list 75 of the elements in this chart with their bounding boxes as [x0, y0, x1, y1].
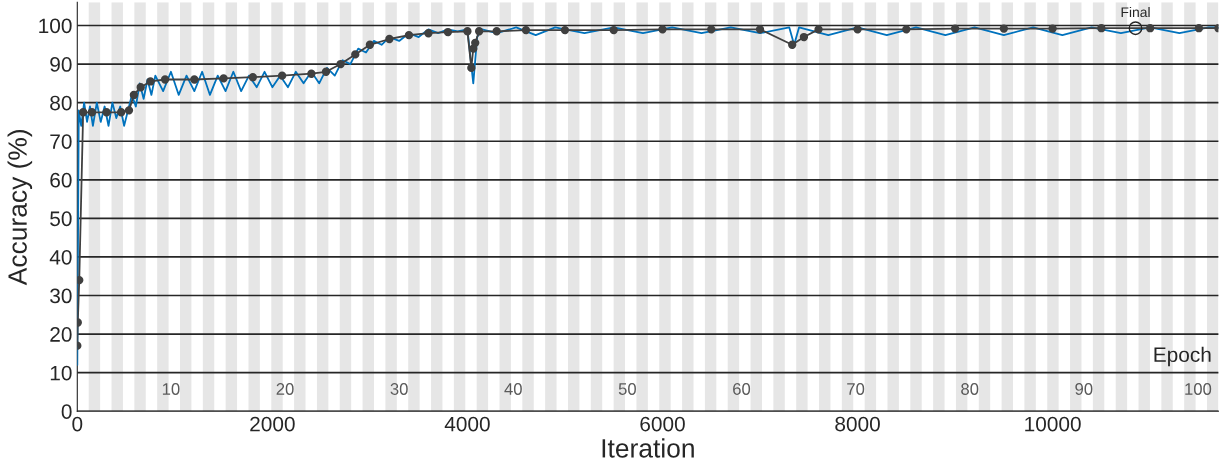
point	[1194, 24, 1204, 33]
x-tick-label: 2000	[250, 416, 295, 432]
y-tick-label: 60	[50, 172, 72, 188]
point	[788, 40, 797, 49]
point	[443, 27, 453, 37]
annotation: 90	[1075, 383, 1093, 395]
y-tick-label: 0	[61, 404, 72, 419]
point	[160, 75, 170, 84]
annotation: 50	[618, 383, 636, 395]
point	[707, 25, 716, 34]
point	[87, 108, 97, 117]
point	[521, 25, 531, 35]
point	[146, 77, 155, 86]
point	[902, 25, 911, 34]
point	[467, 63, 476, 73]
point	[248, 73, 258, 82]
point	[117, 108, 126, 117]
point	[609, 25, 618, 35]
y-tick-label: 90	[50, 57, 72, 72]
y-tick-label: 40	[49, 249, 72, 265]
annotation: 20	[276, 383, 294, 395]
point	[814, 25, 823, 34]
point	[1097, 24, 1106, 33]
y-tick-label: 100	[39, 18, 72, 34]
point	[124, 106, 134, 115]
point	[136, 83, 145, 92]
point	[999, 24, 1009, 33]
x-tick-label: 10000	[1025, 416, 1081, 432]
point	[365, 40, 375, 49]
point	[404, 30, 414, 40]
point	[336, 59, 345, 69]
point	[78, 108, 88, 117]
point	[321, 67, 331, 76]
point	[385, 34, 394, 44]
point	[351, 50, 360, 59]
point	[799, 32, 809, 42]
point	[102, 108, 111, 117]
y-tick-label: 80	[50, 95, 72, 111]
annotation: 70	[847, 383, 865, 395]
y-tick-label: 50	[50, 211, 72, 227]
point	[129, 90, 139, 100]
y-tick-label: 30	[50, 288, 72, 304]
y-tick-label: 10	[50, 365, 72, 381]
annotation: 40	[504, 383, 522, 395]
annotation: 30	[390, 383, 408, 395]
x-axis-title: Iteration	[602, 438, 694, 458]
annotation: 100	[1185, 383, 1212, 395]
point	[471, 38, 480, 48]
point	[755, 25, 765, 34]
y-axis-title: Accuracy (%)	[7, 129, 33, 286]
annotation: Final	[1121, 6, 1150, 18]
point	[853, 25, 862, 34]
point	[474, 27, 484, 36]
point	[560, 25, 570, 35]
x-tick-label: 4000	[444, 416, 490, 432]
x-tick-label: 0	[72, 416, 83, 432]
y-tick-label: 70	[50, 134, 72, 149]
annotation: 60	[733, 383, 751, 395]
annotation: Epoch	[1154, 346, 1211, 367]
point	[1048, 24, 1057, 33]
x-tick-label: 6000	[640, 416, 685, 432]
point	[463, 27, 472, 36]
point	[307, 69, 316, 78]
annotation: 80	[961, 383, 979, 395]
x-tick-label: 8000	[835, 416, 880, 432]
point	[1145, 24, 1155, 33]
point	[219, 74, 228, 83]
point	[658, 25, 667, 34]
point	[190, 75, 199, 84]
point	[277, 71, 287, 80]
point	[950, 24, 960, 33]
point	[492, 27, 501, 36]
y-tick-label: 20	[50, 327, 72, 342]
point	[424, 29, 433, 38]
annotation: 10	[162, 383, 180, 395]
